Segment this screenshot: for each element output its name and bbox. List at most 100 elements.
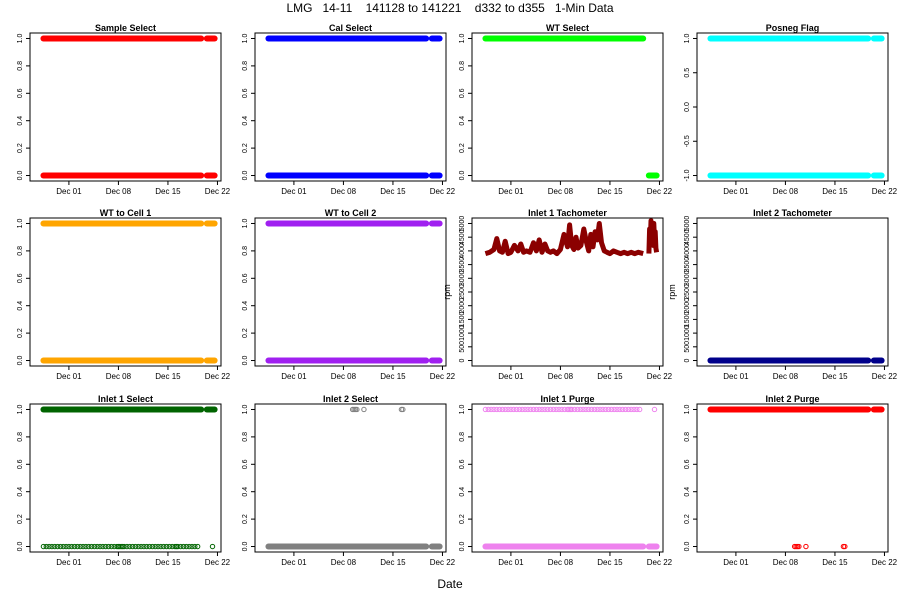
x-tick-label: Dec 22: [205, 187, 231, 196]
x-tick-label: Dec 08: [773, 187, 799, 196]
series-high-point: [496, 406, 503, 413]
series-low-point: [43, 543, 49, 550]
y-tick-label: 1000: [459, 325, 466, 341]
y-tick-label: 0.8: [459, 432, 466, 442]
series-high-point: [569, 406, 575, 413]
panel-sample-select: Sample Select Dec 01 Dec 08 Dec 15 Dec 22 0.0…: [17, 23, 231, 196]
series-low-point: [77, 543, 83, 550]
series-high-point: [485, 406, 491, 413]
y-tick-label: 1500: [459, 312, 466, 328]
panel-data: [265, 220, 443, 364]
series-high-point: [617, 406, 623, 413]
y-tick-label: 0.8: [459, 61, 466, 71]
series-high-point: [505, 406, 511, 413]
x-tick-label: Dec 01: [281, 372, 307, 381]
series-low-point: [177, 543, 184, 550]
plot-frame: [471, 32, 664, 182]
panel-title: Posneg Flag: [766, 23, 820, 33]
series-high-point: [550, 406, 557, 413]
series-low-point: [149, 543, 156, 550]
series-high-point: [528, 406, 534, 413]
series-high-point: [577, 406, 583, 413]
x-tick-label: Dec 08: [331, 372, 357, 381]
x-tick-label: Dec 22: [430, 187, 456, 196]
y-tick-label: 1.0: [459, 34, 466, 44]
x-tick-label: Dec 22: [647, 558, 673, 567]
y-tick-label: 1500: [684, 312, 691, 328]
panel-inlet-1-select: Inlet 1 Select Dec 01 Dec 08 Dec 15 Dec 22 0.…: [17, 394, 231, 567]
panel-data: [482, 35, 660, 179]
panel-data: [482, 406, 660, 550]
series-high-point: [588, 406, 595, 413]
plot-frame: [254, 32, 447, 182]
series-high-point: [586, 406, 592, 413]
x-tick-label: Dec 08: [106, 187, 132, 196]
series-low-point: [192, 543, 198, 550]
series-rpm-line: [484, 221, 644, 257]
series-high-point: [571, 406, 578, 413]
panel-inlet-2-tachometer: Inlet 2 Tachometer Dec 01 Dec 08 Dec 15 Dec …: [667, 208, 898, 381]
x-tick-label: Dec 22: [430, 558, 456, 567]
series-high-point: [544, 406, 551, 413]
y-tick-label: 0.4: [242, 487, 249, 497]
plot-frame: [29, 217, 222, 367]
x-tick-label: Dec 15: [380, 372, 406, 381]
y-tick-label: 3500: [459, 257, 466, 273]
y-tick-label: 1.0: [17, 219, 24, 229]
series-high-point: [361, 406, 367, 413]
series-high-point: [559, 406, 565, 413]
series-high-point: [539, 406, 545, 413]
series-high-point: [400, 406, 406, 413]
series-low-point: [94, 543, 100, 550]
series-low-point: [105, 543, 112, 550]
y-tick-label: 0.2: [242, 514, 249, 524]
series-high-point: [611, 406, 617, 413]
series-high-point: [628, 406, 634, 413]
plot-frame: [254, 403, 447, 553]
y-tick-label: 0.8: [242, 61, 249, 71]
x-tick-label: Dec 01: [498, 187, 524, 196]
series-high-point: [622, 406, 629, 413]
panel-inlet-2-select: Inlet 2 Select Dec 01 Dec 08 Dec 15 Dec 22 0.…: [242, 394, 456, 567]
x-tick-label: Dec 22: [205, 372, 231, 381]
plot-frame: [29, 32, 222, 182]
x-tick-label: Dec 15: [155, 558, 181, 567]
x-tick-label: Dec 08: [773, 558, 799, 567]
series-low-point: [102, 543, 109, 550]
x-tick-label: Dec 15: [155, 187, 181, 196]
series-low-point: [124, 543, 130, 550]
x-tick-label: Dec 01: [56, 372, 82, 381]
series-low-point: [49, 543, 55, 550]
y-tick-label: 5000: [684, 216, 691, 232]
series-low-point: [69, 543, 75, 550]
y-tick-label: 1.0: [684, 34, 691, 44]
y-tick-label: 0.8: [17, 246, 24, 256]
series-low-point: [161, 543, 167, 550]
x-tick-label: Dec 15: [380, 558, 406, 567]
y-tick-label: 0.2: [17, 514, 24, 524]
series-low-point: [842, 543, 848, 550]
panel-data: [40, 35, 218, 179]
y-tick-label: 1.0: [17, 405, 24, 415]
y-tick-label: 0.2: [242, 143, 249, 153]
series-low-point: [166, 543, 173, 550]
series-low-point: [138, 543, 144, 550]
y-tick-label: 0.4: [17, 301, 24, 311]
y-tick-label: 0.8: [17, 61, 24, 71]
series-low-point: [97, 543, 103, 550]
x-tick-label: Dec 22: [872, 558, 898, 567]
y-tick-label: 5000: [459, 216, 466, 232]
figure-title: LMG 14-11 141128 to 141221 d332 to d355 …: [286, 1, 614, 15]
x-tick-label: Dec 08: [331, 187, 357, 196]
x-tick-label: Dec 08: [548, 187, 574, 196]
series-low-point: [127, 543, 133, 550]
y-tick-label: 0.8: [684, 432, 691, 442]
y-tick-label: 0.0: [242, 542, 249, 552]
y-tick-label: 1.0: [242, 405, 249, 415]
plot-frame: [471, 403, 664, 553]
series-low-point: [121, 543, 127, 550]
series-high-point: [494, 406, 500, 413]
series-low-point: [60, 543, 66, 550]
series-low-point: [796, 543, 802, 550]
